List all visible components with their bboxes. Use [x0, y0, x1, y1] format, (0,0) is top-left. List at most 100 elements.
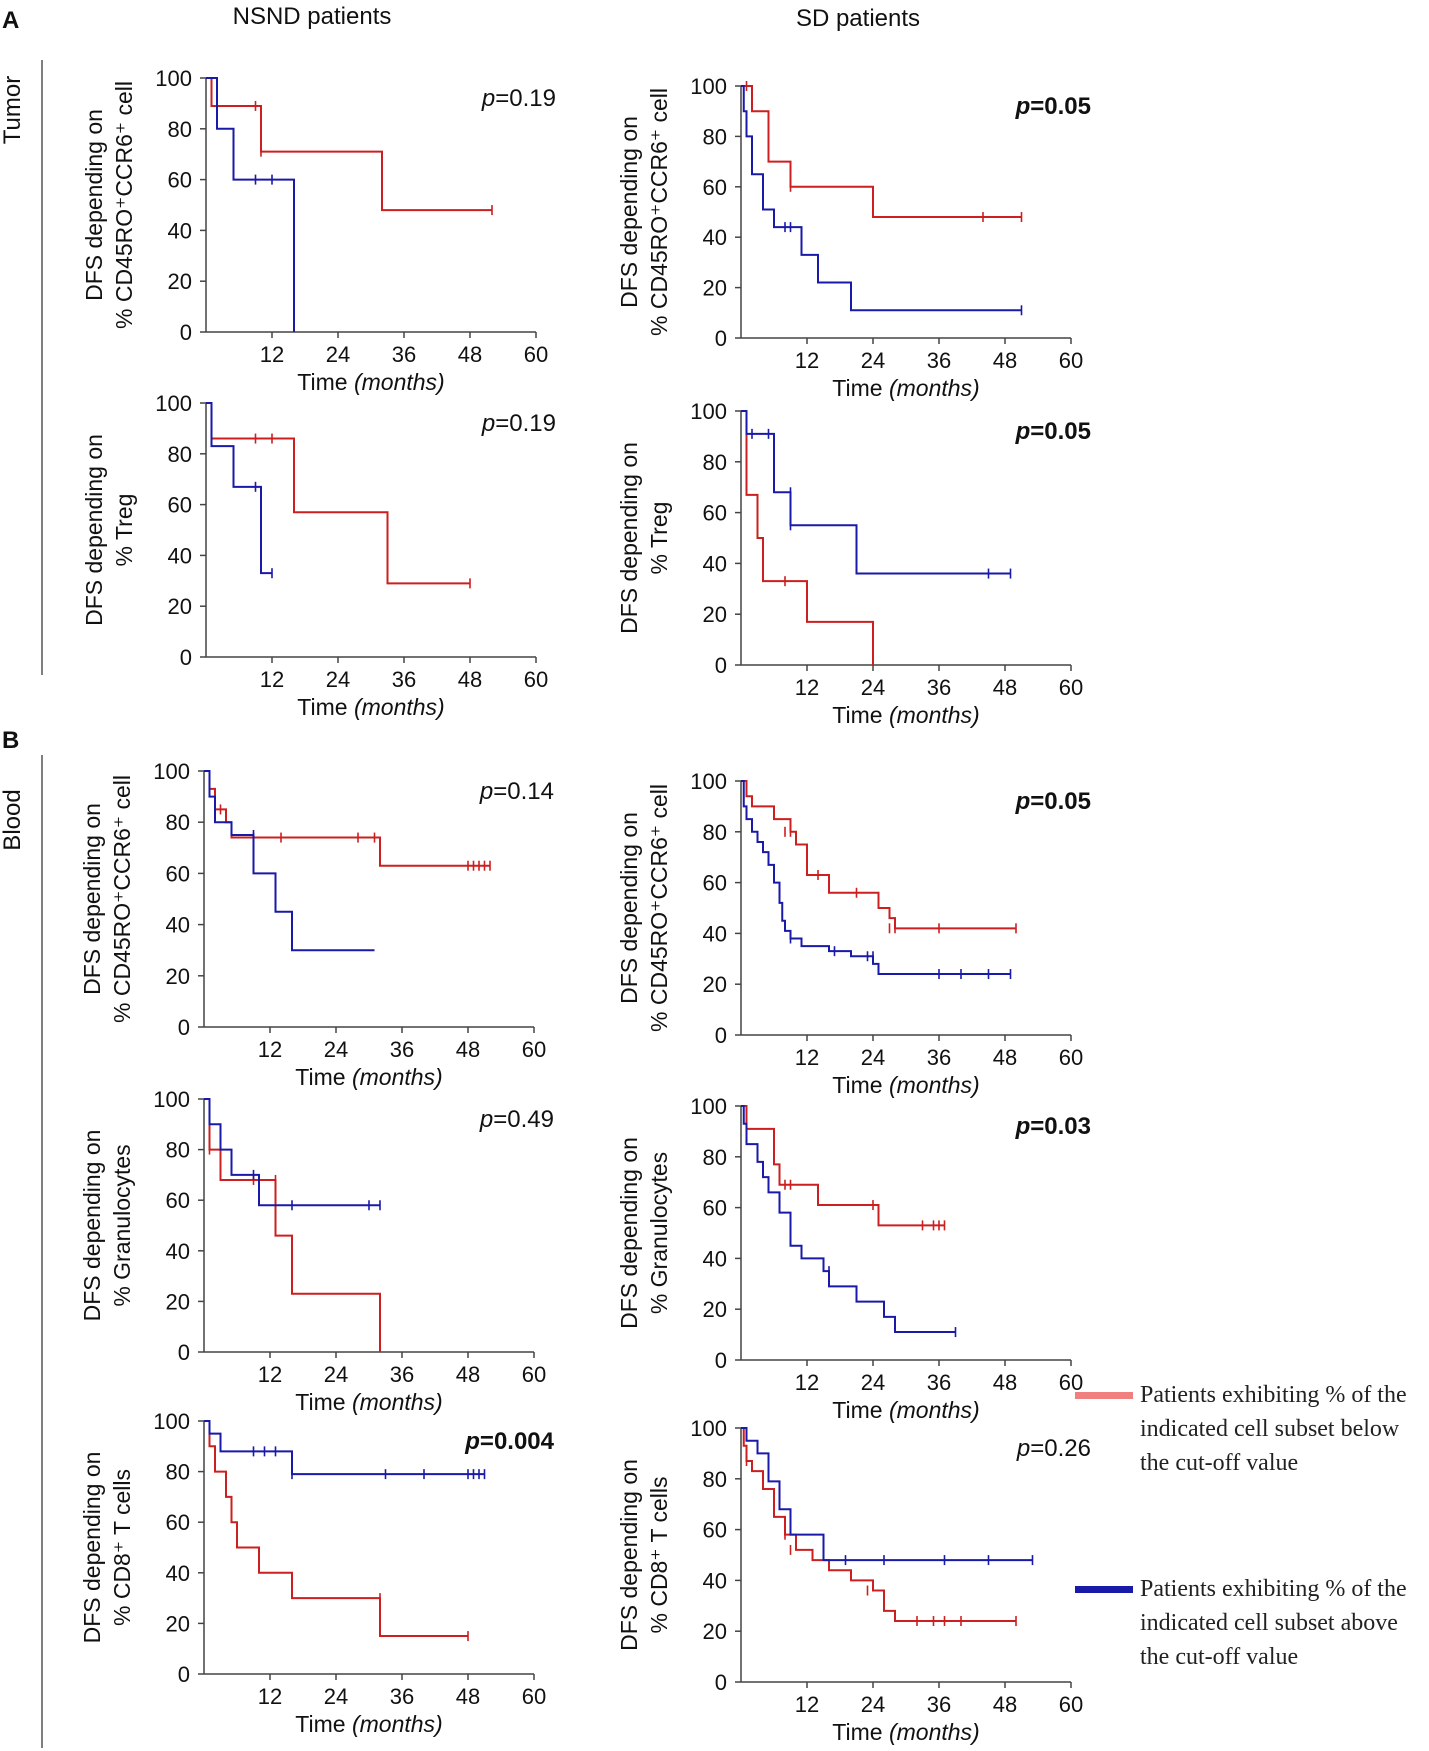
panel-a-label: A [2, 7, 19, 34]
x-tick-label: 36 [927, 1045, 951, 1070]
y-tick-label: 40 [703, 1568, 727, 1593]
x-tick-label: 24 [326, 667, 350, 692]
x-axis-label-unit: (months) [352, 1064, 443, 1090]
y-tick-label: 80 [168, 117, 192, 142]
survival-curve-below [206, 402, 470, 585]
chart-nsnd-blood-ccr6: 0 20 40 60 80 100 12 24 36 48 60 Time (months) DFS d… [79, 759, 554, 1090]
y-axis-label-line1: DFS depending on [79, 803, 105, 995]
y-tick-label: 40 [703, 1246, 727, 1271]
y-tick-label: 0 [178, 1662, 190, 1687]
survival-curve-above [741, 85, 1022, 312]
x-tick-label: 12 [795, 1045, 819, 1070]
x-tick-label: 48 [456, 1684, 480, 1709]
x-tick-label: 60 [522, 1037, 546, 1062]
x-tick-label: 24 [861, 348, 885, 373]
survival-curve-below [204, 1420, 468, 1638]
legend-above-text: Patients exhibiting % of the indicated c… [1140, 1576, 1407, 1670]
p-value-label: p=0.49 [479, 1106, 554, 1133]
x-axis-label: Time (months) [295, 1389, 442, 1415]
x-tick-label: 12 [258, 1037, 282, 1062]
x-tick-label: 24 [326, 342, 350, 367]
y-tick-label: 20 [703, 1619, 727, 1644]
x-tick-label: 12 [258, 1684, 282, 1709]
x-axis-label-main: Time [295, 1064, 352, 1090]
y-tick-label: 20 [703, 972, 727, 997]
y-tick-label: 80 [703, 820, 727, 845]
chart-sd-tumor-treg: 0 20 40 60 80 100 12 24 36 48 60 Time (months) DFS d… [616, 399, 1091, 728]
y-tick-label: 100 [153, 1409, 190, 1434]
y-axis-label-line2: % Granulocytes [109, 1144, 135, 1306]
x-tick-label: 60 [524, 342, 548, 367]
x-tick-label: 24 [861, 1045, 885, 1070]
y-tick-label: 0 [715, 326, 727, 351]
y-tick-label: 60 [703, 501, 727, 526]
y-tick-label: 60 [703, 1518, 727, 1543]
x-axis-label: Time (months) [295, 1064, 442, 1090]
y-tick-label: 0 [715, 1023, 727, 1048]
y-tick-label: 20 [703, 276, 727, 301]
p-value-number: =0.14 [493, 778, 554, 805]
y-axis-label-line2: % Treg [111, 494, 137, 567]
x-tick-label: 60 [522, 1362, 546, 1387]
y-tick-label: 80 [703, 1145, 727, 1170]
x-axis-label: Time (months) [297, 369, 444, 395]
y-axis-label-line1: DFS depending on [79, 1452, 105, 1644]
chart-sd-blood-gran: 0 20 40 60 80 100 12 24 36 48 60 Time (months) DFS d… [616, 1094, 1091, 1423]
p-value-label: p=0.26 [1016, 1435, 1091, 1462]
y-tick-label: 0 [178, 1015, 190, 1040]
x-tick-label: 48 [993, 1692, 1017, 1717]
y-tick-label: 20 [168, 594, 192, 619]
y-tick-label: 20 [168, 269, 192, 294]
panel-b-label: B [2, 727, 19, 754]
p-value-label: p=0.004 [464, 1428, 554, 1455]
y-tick-label: 100 [690, 1416, 727, 1441]
x-tick-label: 60 [1059, 675, 1083, 700]
y-tick-label: 80 [703, 450, 727, 475]
y-axis-label-line1: DFS depending on [616, 116, 642, 308]
y-tick-label: 80 [168, 442, 192, 467]
x-tick-label: 12 [260, 342, 284, 367]
y-tick-label: 80 [703, 124, 727, 149]
y-tick-label: 60 [166, 1510, 190, 1535]
survival-curve-above [206, 402, 272, 575]
p-value-number: =0.26 [1030, 1435, 1091, 1462]
y-tick-label: 20 [166, 1289, 190, 1314]
survival-curve-above [741, 1427, 1033, 1562]
survival-curve-below [741, 1427, 1016, 1623]
legend-below-text: Patients exhibiting % of the indicated c… [1140, 1382, 1407, 1476]
x-axis-label-unit: (months) [354, 694, 445, 720]
survival-curve-below [741, 410, 874, 665]
x-tick-label: 12 [795, 675, 819, 700]
y-tick-label: 100 [690, 1094, 727, 1119]
x-axis-label: Time (months) [832, 1397, 979, 1423]
x-axis-label-main: Time [297, 369, 354, 395]
y-tick-label: 80 [166, 1460, 190, 1485]
y-tick-label: 80 [166, 810, 190, 835]
x-axis-label-unit: (months) [889, 1719, 980, 1745]
x-tick-label: 36 [927, 1370, 951, 1395]
x-tick-label: 12 [795, 1692, 819, 1717]
y-axis-label-line1: DFS depending on [616, 812, 642, 1004]
x-tick-label: 60 [1059, 1692, 1083, 1717]
p-value-number: =0.19 [495, 410, 556, 437]
x-axis-label-main: Time [295, 1711, 352, 1737]
chart-nsnd-tumor-treg: 0 20 40 60 80 100 12 24 36 48 60 Time (months) DFS d… [81, 391, 556, 720]
p-value-symbol: p [1015, 1113, 1031, 1140]
column-title-nsnd: NSND patients [233, 3, 392, 30]
chart-nsnd-blood-cd8: 0 20 40 60 80 100 12 24 36 48 60 Time (months) DFS d… [79, 1409, 555, 1737]
x-axis-label-main: Time [832, 702, 889, 728]
x-tick-label: 12 [258, 1362, 282, 1387]
row-label-blood: Blood [0, 789, 26, 850]
y-tick-label: 0 [180, 320, 192, 345]
y-axis-label-line2: % Granulocytes [646, 1152, 672, 1314]
y-tick-label: 100 [155, 66, 192, 91]
x-axis-label-unit: (months) [889, 375, 980, 401]
survival-curve-below [204, 770, 490, 867]
survival-curve-below [206, 77, 492, 212]
x-tick-label: 36 [927, 675, 951, 700]
row-label-tumor: Tumor [0, 76, 26, 144]
y-tick-label: 20 [703, 1297, 727, 1322]
p-value-label: p=0.14 [479, 778, 554, 805]
x-tick-label: 24 [861, 1692, 885, 1717]
x-axis-label-unit: (months) [354, 369, 445, 395]
